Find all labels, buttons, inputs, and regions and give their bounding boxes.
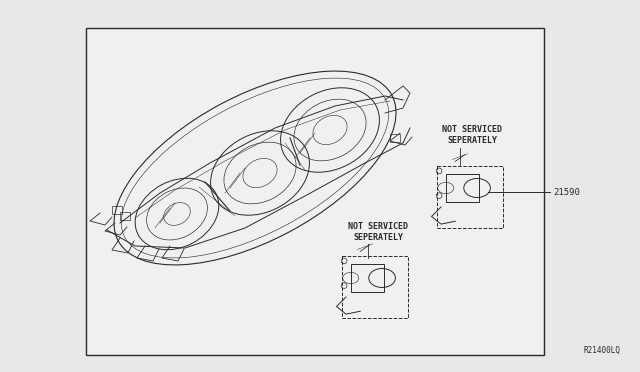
- Text: R21400LQ: R21400LQ: [583, 346, 620, 355]
- Text: 21590: 21590: [553, 187, 580, 196]
- Text: NOT SERVICED
SEPERATELY: NOT SERVICED SEPERATELY: [348, 222, 408, 242]
- Bar: [120, 212, 130, 220]
- Bar: [390, 134, 400, 142]
- Bar: [445, 174, 479, 202]
- Bar: [436, 166, 503, 228]
- Bar: [342, 256, 408, 318]
- Bar: [351, 264, 384, 292]
- Text: NOT SERVICED
SEPERATELY: NOT SERVICED SEPERATELY: [442, 125, 502, 145]
- Bar: [112, 206, 122, 214]
- Bar: [86, 28, 544, 355]
